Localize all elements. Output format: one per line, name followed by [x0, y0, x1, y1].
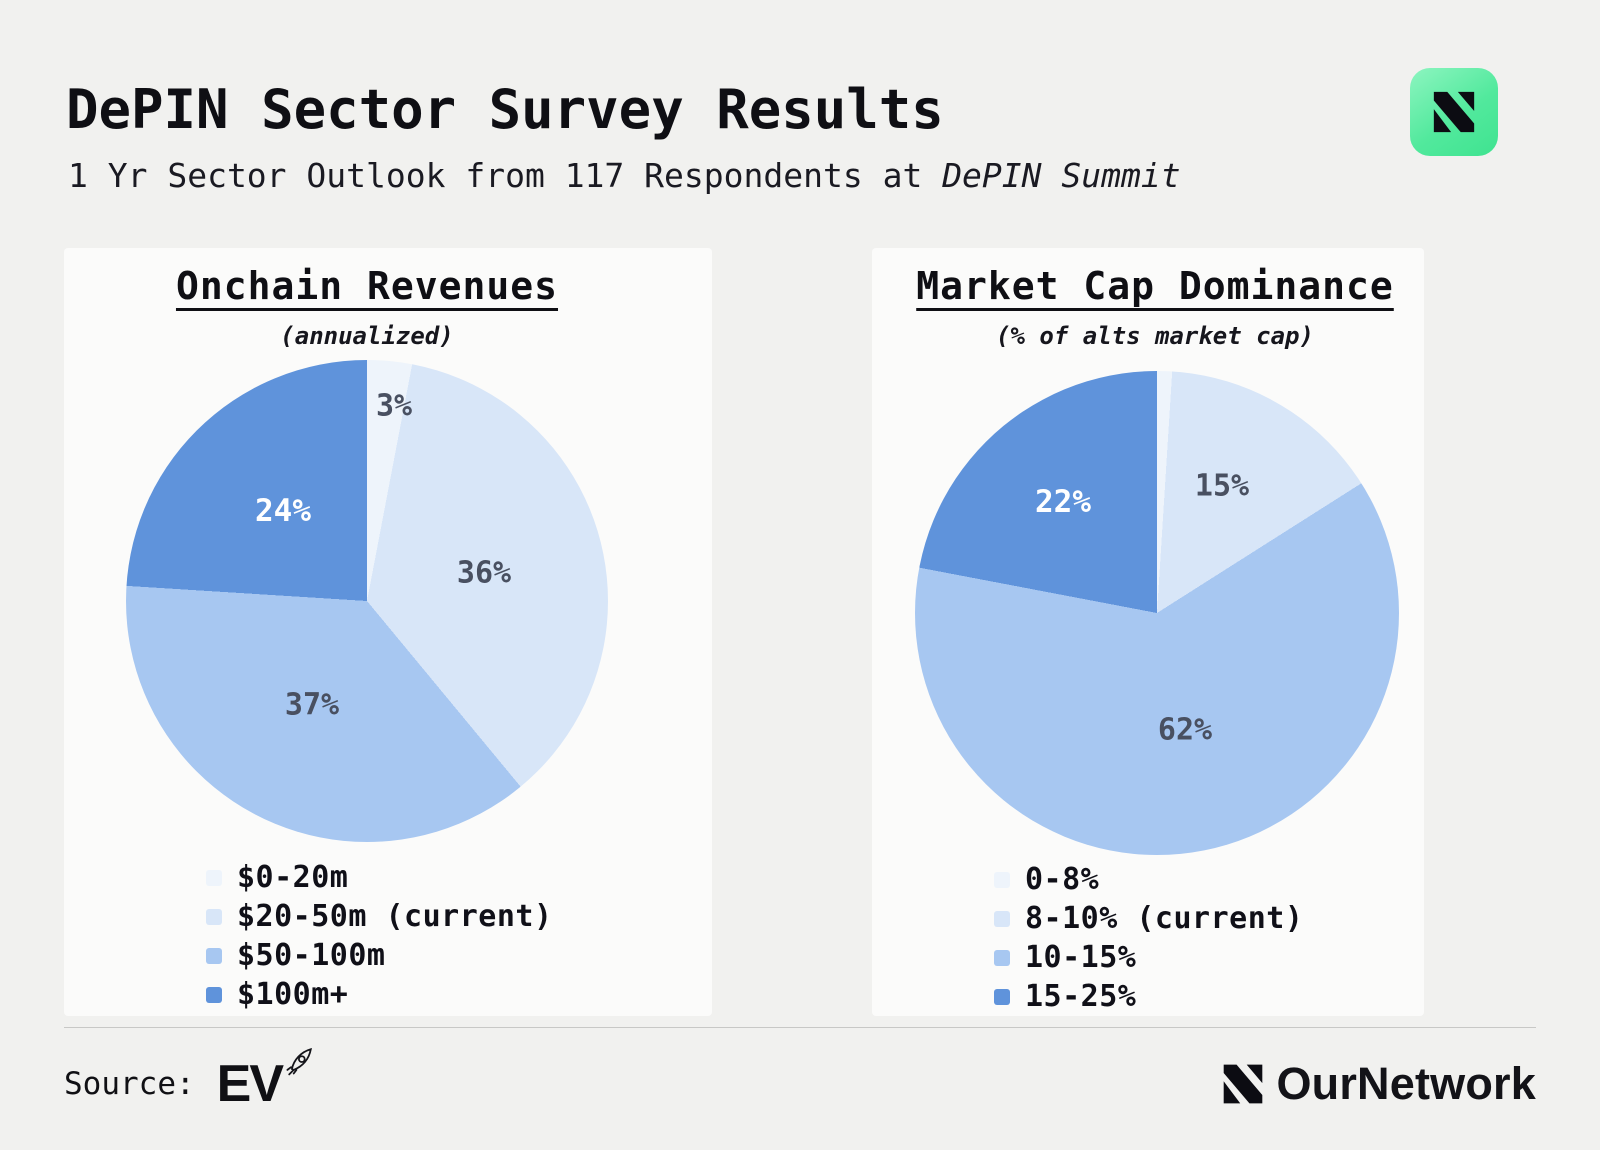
chart-header-market-cap-dominance: Market Cap Dominance (% of alts market c… [900, 264, 1410, 350]
slice-label: 36% [456, 555, 512, 591]
chart-subtitle: (annualized) [280, 322, 454, 350]
chart-subtitle: (% of alts market cap) [996, 322, 1314, 350]
pie-chart-market-cap-dominance: 15% 62% 22% [915, 371, 1399, 855]
slice-label: 24% [255, 493, 311, 529]
slice-label: 15% [1194, 468, 1250, 504]
app-badge [1410, 68, 1498, 156]
legend-item: 10-15% [994, 938, 1303, 977]
chart-header-onchain-revenues: Onchain Revenues (annualized) [126, 264, 608, 350]
pie-chart-onchain-revenues: 3% 36% 37% 24% [126, 360, 608, 842]
legend-item: 15-25% [994, 977, 1303, 1016]
legend-label: 15-25% [1025, 979, 1137, 1014]
legend-item: $0-20m [206, 858, 553, 897]
chart-title: Market Cap Dominance [916, 264, 1394, 308]
legend-swatch [206, 869, 222, 886]
source-attribution: Source: EV [64, 1047, 312, 1116]
rocket-doodle-icon [286, 1047, 312, 1076]
legend-swatch [206, 908, 222, 925]
chart-title: Onchain Revenues [175, 264, 559, 308]
legend-item: $100m+ [206, 975, 553, 1014]
legend-label: $0-20m [237, 860, 349, 895]
ev3-logo-text: EV [216, 1055, 284, 1113]
legend-item: $20-50m (current) [206, 897, 553, 936]
legend-swatch [994, 988, 1010, 1005]
legend-item: 8-10% (current) [994, 899, 1303, 938]
legend-market-cap-dominance: 0-8% 8-10% (current) 10-15% 15-25% [994, 860, 1303, 1016]
page-subtitle-emphasis: DePIN Summit [942, 156, 1181, 195]
legend-swatch [994, 871, 1010, 888]
legend-onchain-revenues: $0-20m $20-50m (current) $50-100m $100m+ [206, 858, 553, 1014]
brand-lockup: OurNetwork [1220, 1052, 1536, 1116]
legend-swatch [994, 910, 1010, 927]
page-title: DePIN Sector Survey Results [66, 78, 944, 141]
slice-label: 3% [375, 388, 413, 424]
legend-swatch [994, 949, 1010, 966]
legend-item: 0-8% [994, 860, 1303, 899]
legend-label: 8-10% (current) [1025, 901, 1304, 936]
slice-label: 37% [284, 687, 340, 723]
legend-label: $20-50m (current) [237, 899, 553, 934]
brand-name: OurNetwork [1276, 1058, 1536, 1109]
slice-label: 22% [1035, 484, 1091, 520]
ournetwork-n-icon [1224, 1064, 1263, 1104]
legend-label: $50-100m [237, 938, 386, 973]
ournetwork-n-icon [1433, 91, 1475, 133]
source-label: Source: [64, 1066, 195, 1102]
legend-item: $50-100m [206, 936, 553, 975]
legend-swatch [206, 986, 222, 1003]
slice-label: 62% [1157, 712, 1213, 748]
legend-swatch [206, 947, 222, 964]
page-subtitle-text: 1 Yr Sector Outlook from 117 Respondents… [68, 156, 943, 195]
legend-label: $100m+ [237, 977, 349, 1012]
page-subtitle: 1 Yr Sector Outlook from 117 Respondents… [68, 156, 1181, 195]
ev3-logo: EV [216, 1047, 312, 1113]
footer-divider [64, 1027, 1536, 1028]
legend-label: 10-15% [1025, 940, 1137, 975]
legend-label: 0-8% [1025, 862, 1100, 897]
